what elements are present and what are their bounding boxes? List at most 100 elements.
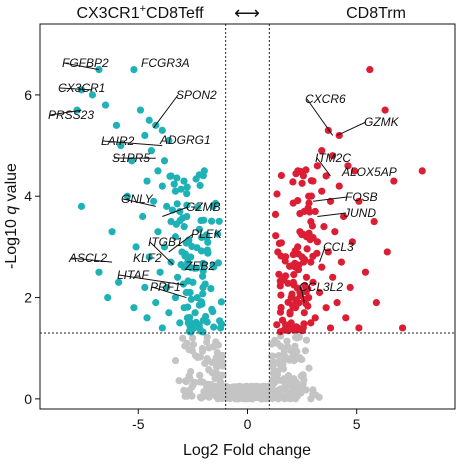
up-point: [272, 232, 279, 239]
ns-point: [183, 340, 190, 347]
gene-label: FOSB: [345, 190, 378, 204]
down-point: [217, 324, 224, 331]
ns-point: [316, 394, 323, 401]
down-point: [143, 314, 150, 321]
up-point: [288, 319, 295, 326]
x-axis-title: Log2 Fold change: [183, 442, 311, 459]
down-point: [204, 250, 211, 257]
down-point: [159, 183, 166, 190]
ns-point: [285, 372, 292, 379]
up-point: [347, 284, 354, 291]
up-point: [314, 238, 321, 245]
up-point: [419, 167, 426, 174]
up-point: [277, 292, 284, 299]
up-point: [301, 309, 308, 316]
down-point: [78, 203, 85, 210]
down-point: [187, 319, 194, 326]
gene-label: CCL3: [323, 240, 354, 254]
up-point: [304, 303, 311, 310]
up-point: [294, 197, 301, 204]
ns-point: [191, 379, 198, 386]
ns-point: [209, 369, 216, 376]
ns-point: [205, 381, 212, 388]
up-point: [292, 264, 299, 271]
ns-point: [283, 338, 290, 345]
ns-point: [302, 386, 309, 393]
down-point: [102, 101, 109, 108]
gene-label: ASCL2: [68, 251, 107, 265]
down-point: [174, 200, 181, 207]
down-point: [157, 269, 164, 276]
gene-label: ITM2C: [315, 151, 351, 165]
down-point: [141, 284, 148, 291]
ns-point: [307, 395, 314, 402]
up-point: [273, 190, 280, 197]
down-point: [194, 294, 201, 301]
ns-point: [199, 348, 206, 355]
ns-point: [208, 359, 215, 366]
down-point: [159, 324, 166, 331]
down-point: [163, 203, 170, 210]
ns-point: [277, 343, 284, 350]
down-point: [215, 259, 222, 266]
gene-label: FGFBP2: [62, 56, 109, 70]
down-point: [108, 228, 115, 235]
ns-point: [294, 393, 301, 400]
ns-point: [287, 394, 294, 401]
ns-point: [295, 386, 302, 393]
down-point: [208, 218, 215, 225]
down-point: [207, 285, 214, 292]
down-point: [130, 66, 137, 73]
down-point: [201, 167, 208, 174]
ns-point: [293, 348, 300, 355]
gene-label: S1PR5: [112, 151, 150, 165]
y-axis-title-q: q: [3, 206, 20, 215]
up-point: [277, 278, 284, 285]
gene-label: FCGR3A: [141, 56, 190, 70]
gene-label: JUND: [343, 206, 376, 220]
x-tick-label: 5: [353, 416, 361, 432]
ns-point: [196, 372, 203, 379]
down-point: [172, 188, 179, 195]
up-point: [292, 304, 299, 311]
up-point: [299, 253, 306, 260]
gene-label: LITAF: [117, 268, 149, 282]
down-point: [216, 218, 223, 225]
up-point: [277, 309, 284, 316]
gene-label: PRF1: [150, 280, 181, 294]
down-point: [179, 214, 186, 221]
up-point: [307, 258, 314, 265]
down-point: [181, 304, 188, 311]
up-point: [331, 228, 338, 235]
down-point: [183, 289, 190, 296]
down-point: [152, 299, 159, 306]
up-point: [333, 299, 340, 306]
down-point: [181, 223, 188, 230]
up-point: [303, 233, 310, 240]
up-point: [294, 243, 301, 250]
up-point: [338, 258, 345, 265]
down-point: [189, 279, 196, 286]
gene-label: ITGB1: [148, 235, 183, 249]
down-point: [130, 304, 137, 311]
title-left-rest: CD8Teff: [146, 5, 204, 22]
title-arrow: ⟷: [234, 3, 260, 23]
gene-label: LAIR2: [101, 134, 135, 148]
up-point: [366, 66, 373, 73]
gene-label: KLF2: [133, 251, 162, 265]
down-point: [210, 324, 217, 331]
ns-point: [198, 378, 205, 385]
gene-label: ADGRG1: [159, 133, 211, 147]
label-leader-line: [154, 95, 178, 128]
y-tick-label: 2: [24, 290, 32, 306]
ns-point: [305, 365, 312, 372]
up-point: [301, 208, 308, 215]
y-tick-label: 6: [24, 87, 32, 103]
up-point: [305, 193, 312, 200]
down-point: [167, 172, 174, 179]
down-point: [200, 217, 207, 224]
down-point: [133, 243, 140, 250]
